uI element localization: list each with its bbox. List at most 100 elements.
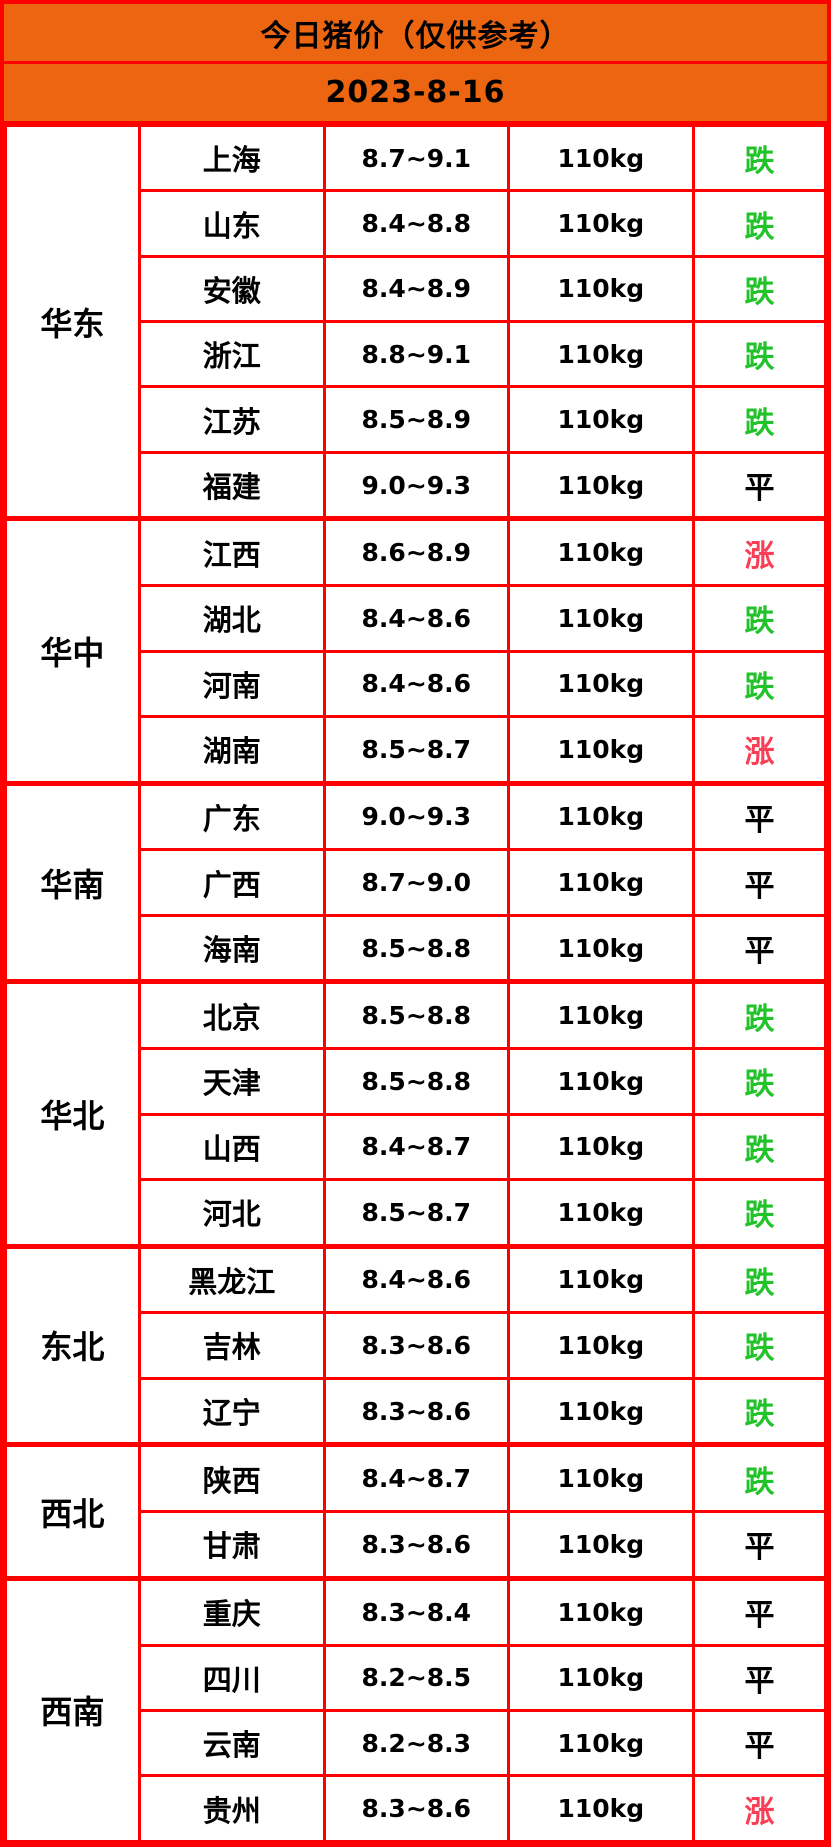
province-cell: 福建 bbox=[137, 450, 326, 521]
province-cell: 河北 bbox=[137, 1177, 326, 1248]
weight-cell: 110kg bbox=[506, 385, 695, 454]
trend-cell: 平 bbox=[691, 450, 827, 521]
table-row: 山东 8.4~8.8 110kg 跌 bbox=[6, 189, 827, 258]
price-cell: 8.4~8.6 bbox=[322, 1243, 510, 1315]
table-row: 东北 黑龙江 8.4~8.6 110kg 跌 bbox=[4, 1243, 827, 1447]
trend-cell: 跌 bbox=[691, 385, 827, 454]
trend-cell: 涨 bbox=[691, 516, 827, 588]
region-cell: 华东 bbox=[4, 123, 141, 521]
province-cell: 广东 bbox=[137, 780, 326, 852]
weight-cell: 110kg bbox=[506, 714, 695, 785]
weight-cell: 110kg bbox=[506, 649, 695, 718]
weight-cell: 110kg bbox=[506, 1376, 695, 1447]
province-cell: 江西 bbox=[137, 516, 326, 588]
table-row: 河北 8.5~8.7 110kg 跌 bbox=[6, 1177, 827, 1248]
province-cell: 湖北 bbox=[137, 584, 326, 653]
province-cell: 湖南 bbox=[137, 714, 326, 785]
price-cell: 9.0~9.3 bbox=[322, 450, 510, 521]
trend-cell: 跌 bbox=[691, 584, 827, 653]
table-row: 天津 8.5~8.8 110kg 跌 bbox=[6, 1047, 827, 1116]
weight-cell: 110kg bbox=[506, 1311, 695, 1380]
price-cell: 8.4~8.8 bbox=[322, 189, 510, 258]
price-cell: 8.3~8.6 bbox=[322, 1376, 510, 1447]
trend-cell: 平 bbox=[691, 1510, 827, 1580]
trend-cell: 跌 bbox=[691, 1243, 827, 1315]
weight-cell: 110kg bbox=[506, 450, 695, 521]
table-row: 安徽 8.4~8.9 110kg 跌 bbox=[6, 254, 827, 324]
trend-cell: 平 bbox=[691, 913, 827, 984]
table-row: 河南 8.4~8.6 110kg 跌 bbox=[6, 649, 827, 718]
weight-cell: 110kg bbox=[506, 516, 695, 588]
weight-cell: 110kg bbox=[506, 979, 695, 1051]
table-row: 吉林 8.3~8.6 110kg 跌 bbox=[6, 1311, 827, 1380]
province-cell: 陕西 bbox=[137, 1442, 326, 1514]
province-cell: 广西 bbox=[137, 848, 326, 917]
trend-cell: 跌 bbox=[691, 189, 827, 258]
weight-cell: 110kg bbox=[506, 1708, 695, 1778]
trend-cell: 跌 bbox=[691, 1376, 827, 1447]
price-cell: 9.0~9.3 bbox=[322, 780, 510, 852]
province-cell: 上海 bbox=[137, 123, 326, 193]
trend-cell: 跌 bbox=[691, 1047, 827, 1116]
price-cell: 8.8~9.1 bbox=[322, 320, 510, 389]
price-cell: 8.3~8.6 bbox=[322, 1774, 510, 1843]
weight-cell: 110kg bbox=[506, 1774, 695, 1843]
weight-cell: 110kg bbox=[506, 848, 695, 917]
table-row: 辽宁 8.3~8.6 110kg 跌 bbox=[6, 1376, 827, 1447]
province-cell: 安徽 bbox=[137, 254, 326, 324]
trend-cell: 平 bbox=[691, 1708, 827, 1778]
province-cell: 四川 bbox=[137, 1643, 326, 1712]
trend-cell: 跌 bbox=[691, 1177, 827, 1248]
region-cell: 东北 bbox=[4, 1243, 141, 1447]
price-cell: 8.2~8.3 bbox=[322, 1708, 510, 1778]
table-row: 华中 江西 8.6~8.9 110kg 涨 bbox=[4, 516, 827, 785]
table-row: 云南 8.2~8.3 110kg 平 bbox=[6, 1708, 827, 1778]
weight-cell: 110kg bbox=[506, 1047, 695, 1116]
weight-cell: 110kg bbox=[506, 1575, 695, 1647]
price-cell: 8.5~8.8 bbox=[322, 1047, 510, 1116]
price-cell: 8.5~8.8 bbox=[322, 913, 510, 984]
table-row: 西北 陕西 8.4~8.7 110kg 跌 bbox=[4, 1442, 827, 1580]
table-row: 湖南 8.5~8.7 110kg 涨 bbox=[6, 714, 827, 785]
price-cell: 8.5~8.8 bbox=[322, 979, 510, 1051]
trend-cell: 跌 bbox=[691, 1311, 827, 1380]
province-cell: 海南 bbox=[137, 913, 326, 984]
province-cell: 北京 bbox=[137, 979, 326, 1051]
weight-cell: 110kg bbox=[506, 913, 695, 984]
price-cell: 8.4~8.6 bbox=[322, 649, 510, 718]
price-cell: 8.7~9.1 bbox=[322, 123, 510, 193]
table-row: 海南 8.5~8.8 110kg 平 bbox=[6, 913, 827, 984]
region-cell: 西北 bbox=[4, 1442, 141, 1580]
province-cell: 贵州 bbox=[137, 1774, 326, 1843]
price-cell: 8.4~8.9 bbox=[322, 254, 510, 324]
province-cell: 浙江 bbox=[137, 320, 326, 389]
province-cell: 河南 bbox=[137, 649, 326, 718]
province-cell: 甘肃 bbox=[137, 1510, 326, 1580]
table-row: 西南 重庆 8.3~8.4 110kg 平 bbox=[4, 1575, 827, 1843]
price-cell: 8.5~8.9 bbox=[322, 385, 510, 454]
table-row: 贵州 8.3~8.6 110kg 涨 bbox=[6, 1774, 827, 1843]
table-row: 福建 9.0~9.3 110kg 平 bbox=[6, 450, 827, 521]
price-cell: 8.4~8.7 bbox=[322, 1112, 510, 1181]
table-row: 湖北 8.4~8.6 110kg 跌 bbox=[6, 584, 827, 653]
table-row: 浙江 8.8~9.1 110kg 跌 bbox=[6, 320, 827, 389]
trend-cell: 平 bbox=[691, 1643, 827, 1712]
province-cell: 云南 bbox=[137, 1708, 326, 1778]
weight-cell: 110kg bbox=[506, 1243, 695, 1315]
price-cell: 8.4~8.7 bbox=[322, 1442, 510, 1514]
trend-cell: 涨 bbox=[691, 1774, 827, 1843]
price-table: 华东 上海 8.7~9.1 110kg 跌山东 8.4~8.8 110kg 跌安徽 8.4~8.… bbox=[4, 123, 827, 1843]
price-cell: 8.7~9.0 bbox=[322, 848, 510, 917]
page-title: 今日猪价（仅供参考） bbox=[4, 4, 827, 64]
weight-cell: 110kg bbox=[506, 254, 695, 324]
trend-cell: 跌 bbox=[691, 649, 827, 718]
trend-cell: 跌 bbox=[691, 320, 827, 389]
date-banner: 2023-8-16 bbox=[4, 64, 827, 124]
price-cell: 8.3~8.6 bbox=[322, 1510, 510, 1580]
weight-cell: 110kg bbox=[506, 1177, 695, 1248]
table-row: 华北 北京 8.5~8.8 110kg 跌 bbox=[4, 979, 827, 1248]
weight-cell: 110kg bbox=[506, 123, 695, 193]
table-row: 华南 广东 9.0~9.3 110kg 平 bbox=[4, 780, 827, 984]
region-cell: 华北 bbox=[4, 979, 141, 1248]
trend-cell: 跌 bbox=[691, 123, 827, 193]
